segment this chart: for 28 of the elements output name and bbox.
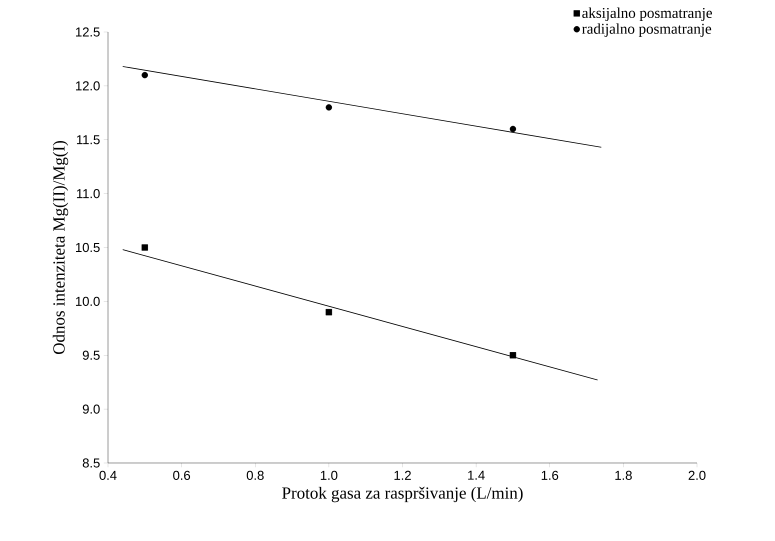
x-tick-label: 0.6 (173, 470, 190, 480)
x-tick-label: 1.4 (468, 470, 485, 480)
point (510, 352, 516, 358)
point (510, 126, 516, 132)
y-tick-label: 9.5 (82, 350, 100, 360)
y-tick-label: 12.0 (76, 81, 100, 90)
point (142, 72, 148, 78)
legend-label: radijalno posmatranje (582, 23, 712, 37)
x-tick-label: 1.8 (615, 470, 632, 480)
point (142, 244, 148, 251)
x-tick-label: 0.8 (246, 470, 264, 480)
y-tick-label: 8.5 (82, 458, 100, 468)
x-tick-label: 1.2 (394, 470, 411, 480)
x-tick-label: 0.4 (100, 470, 117, 480)
x-tick-label: 1.6 (542, 470, 558, 480)
y-tick-label: 11.0 (76, 189, 100, 198)
point (326, 308, 332, 316)
point (326, 104, 332, 111)
y-tick-label: 10.0 (76, 296, 100, 306)
y-tick-label: 9.0 (82, 404, 100, 414)
x-tick-label: 2.0 (688, 470, 706, 480)
y-tick-label: 11.5 (76, 135, 100, 144)
x-axis-title: Protok gasa za raspršivanje (L/min) (282, 486, 523, 502)
y-axis-title: Odnos intenziteta Mg(II)/Mg(I) (52, 141, 68, 354)
y-tick-label: 10.5 (76, 242, 100, 252)
y-tick-label: 12.5 (76, 27, 100, 37)
x-tick-label: 1.0 (320, 470, 338, 480)
legend-label: aksijalno posmatranje (582, 7, 712, 22)
